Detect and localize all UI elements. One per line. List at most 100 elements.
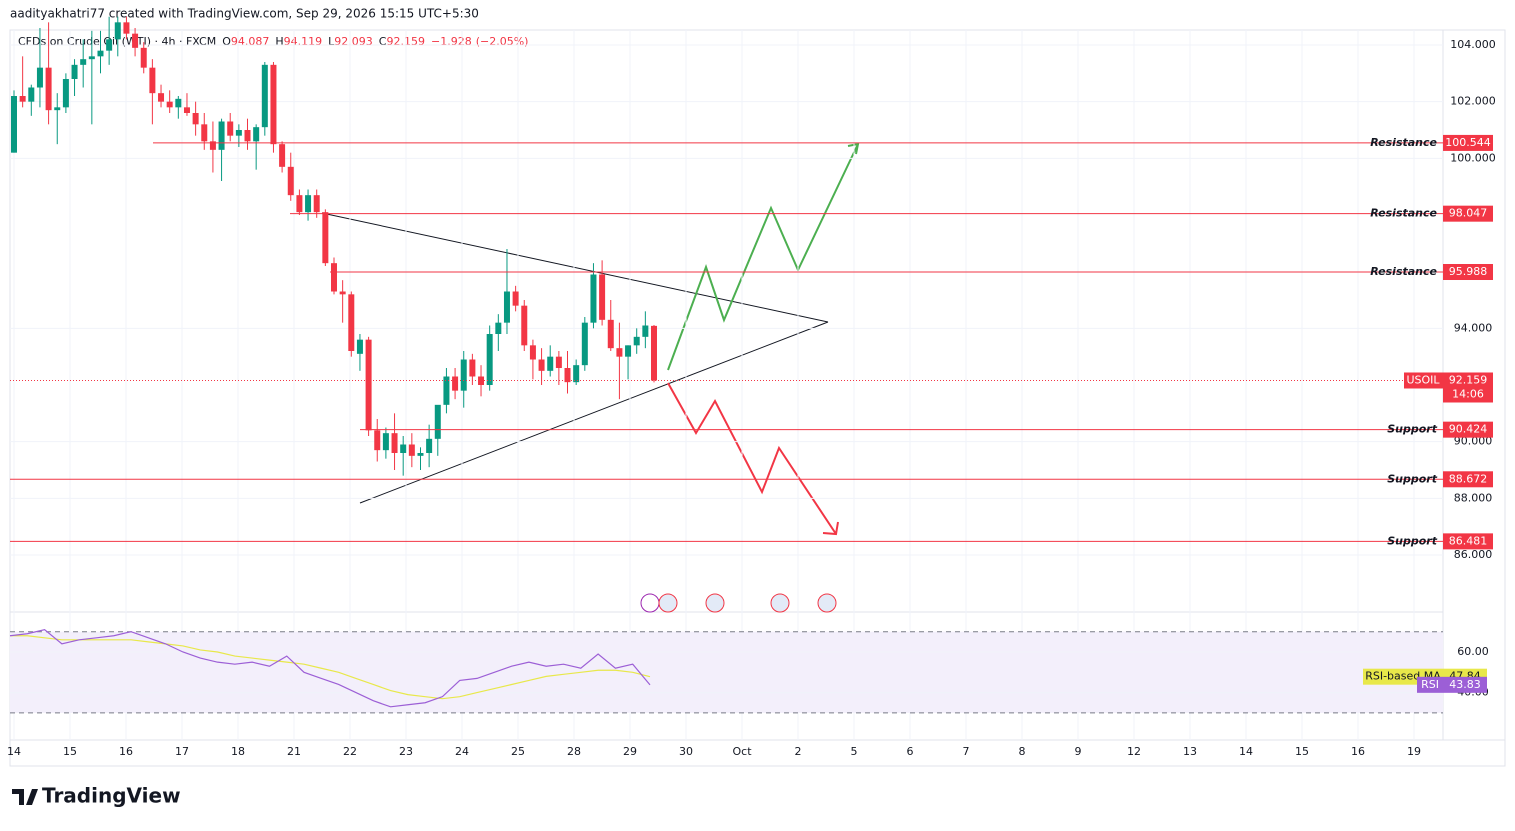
x-tick-label: 7 xyxy=(963,745,970,758)
candle-body xyxy=(54,107,61,111)
x-tick-label: 14 xyxy=(7,745,21,758)
rsi-line xyxy=(10,635,651,700)
level-badge xyxy=(1443,471,1493,488)
candle-body xyxy=(201,124,208,142)
candle-body xyxy=(408,444,415,456)
candle-body xyxy=(11,96,17,153)
candle-body xyxy=(590,274,597,323)
level-name: Support xyxy=(1387,472,1437,485)
x-tick-label: 13 xyxy=(1183,745,1197,758)
level-name: Support xyxy=(1387,423,1437,436)
event-icon xyxy=(705,593,725,613)
x-tick-label: 28 xyxy=(567,745,581,758)
candle-body xyxy=(538,359,545,371)
candle-body xyxy=(633,336,640,346)
x-tick-label: 2 xyxy=(795,745,802,758)
candle-body xyxy=(607,319,614,349)
candle-body xyxy=(417,453,424,456)
ohlc-label: C xyxy=(379,35,387,48)
ohlc-label: L xyxy=(328,35,335,48)
candle-body xyxy=(452,376,459,391)
level-name: Resistance xyxy=(1370,207,1437,220)
x-tick-label: 5 xyxy=(851,745,858,758)
level-value: 95.988 xyxy=(1449,265,1488,278)
candle-body xyxy=(253,127,260,142)
y-tick-label: 104.000 xyxy=(1450,38,1496,51)
candle-body xyxy=(503,291,510,323)
candle-body xyxy=(564,368,571,383)
x-tick-label: 14 xyxy=(1239,745,1253,758)
ohlc-label: O xyxy=(222,35,231,48)
y-tick-label: 90.000 xyxy=(1454,435,1493,448)
ohlc-value: 92.093 xyxy=(334,35,373,48)
event-icon xyxy=(658,593,678,613)
candle-body xyxy=(400,444,407,453)
x-tick-label: 17 xyxy=(175,745,189,758)
candle-body xyxy=(270,64,277,145)
candle-body xyxy=(209,141,216,150)
y-tick-label: 94.000 xyxy=(1454,321,1493,334)
event-icon xyxy=(770,593,790,613)
bull-projection xyxy=(667,143,859,371)
candle-body xyxy=(642,325,649,337)
symbol-badge xyxy=(1404,372,1443,389)
candle-body xyxy=(469,359,476,377)
candle-body xyxy=(322,212,329,264)
candle-body xyxy=(495,322,502,334)
candle-body xyxy=(106,39,113,51)
change-pct: (−2.05%) xyxy=(476,35,529,48)
event-icon xyxy=(640,593,660,613)
x-tick-label: 15 xyxy=(63,745,77,758)
candle-body xyxy=(296,195,303,213)
candle-body xyxy=(45,67,52,111)
candle-body xyxy=(114,22,121,40)
event-icon xyxy=(817,593,837,613)
candle-body xyxy=(348,294,355,351)
x-tick-label: 29 xyxy=(623,745,637,758)
candle-body xyxy=(529,345,536,360)
event-icons xyxy=(640,593,837,613)
level-badge xyxy=(1443,533,1493,550)
level-badge xyxy=(1443,205,1493,222)
candle-body xyxy=(365,339,372,431)
brand: TradingView xyxy=(42,784,181,808)
candle-body xyxy=(521,305,528,346)
candle-body xyxy=(391,433,398,453)
x-tick-label: 30 xyxy=(679,745,693,758)
x-tick-label: 18 xyxy=(231,745,245,758)
candle-body xyxy=(460,359,467,391)
symbol-name: USOIL xyxy=(1406,373,1440,386)
arrow-head xyxy=(822,521,839,536)
candle-body xyxy=(305,195,312,213)
candle-body xyxy=(244,130,251,142)
y-tick-label: 102.000 xyxy=(1450,95,1496,108)
level-name: Resistance xyxy=(1370,265,1437,278)
level-name: Resistance xyxy=(1370,136,1437,149)
level-name: Support xyxy=(1387,534,1437,547)
y-tick-label: 60.00 xyxy=(1457,645,1489,658)
candle-body xyxy=(149,67,156,94)
x-tick-label: 12 xyxy=(1127,745,1141,758)
candle-body xyxy=(426,438,433,453)
series-name: RSI xyxy=(1421,678,1439,691)
candle-body xyxy=(62,79,69,108)
candle-body xyxy=(140,47,147,68)
series-name-badge xyxy=(1417,676,1443,693)
candle-body xyxy=(616,348,623,357)
x-tick-label: Oct xyxy=(732,745,752,758)
candle-body xyxy=(123,22,130,34)
price-badge xyxy=(1443,372,1493,403)
level-badge xyxy=(1443,421,1493,438)
candle-body xyxy=(227,121,234,136)
x-tick-label: 8 xyxy=(1019,745,1026,758)
trend-line xyxy=(359,321,829,504)
candle-body xyxy=(235,130,242,136)
candle-body xyxy=(331,263,337,292)
x-tick-label: 16 xyxy=(1351,745,1365,758)
candle-body xyxy=(339,291,346,295)
candle-body xyxy=(581,322,588,366)
rsi-band xyxy=(10,631,1443,713)
candle-body xyxy=(28,87,35,102)
